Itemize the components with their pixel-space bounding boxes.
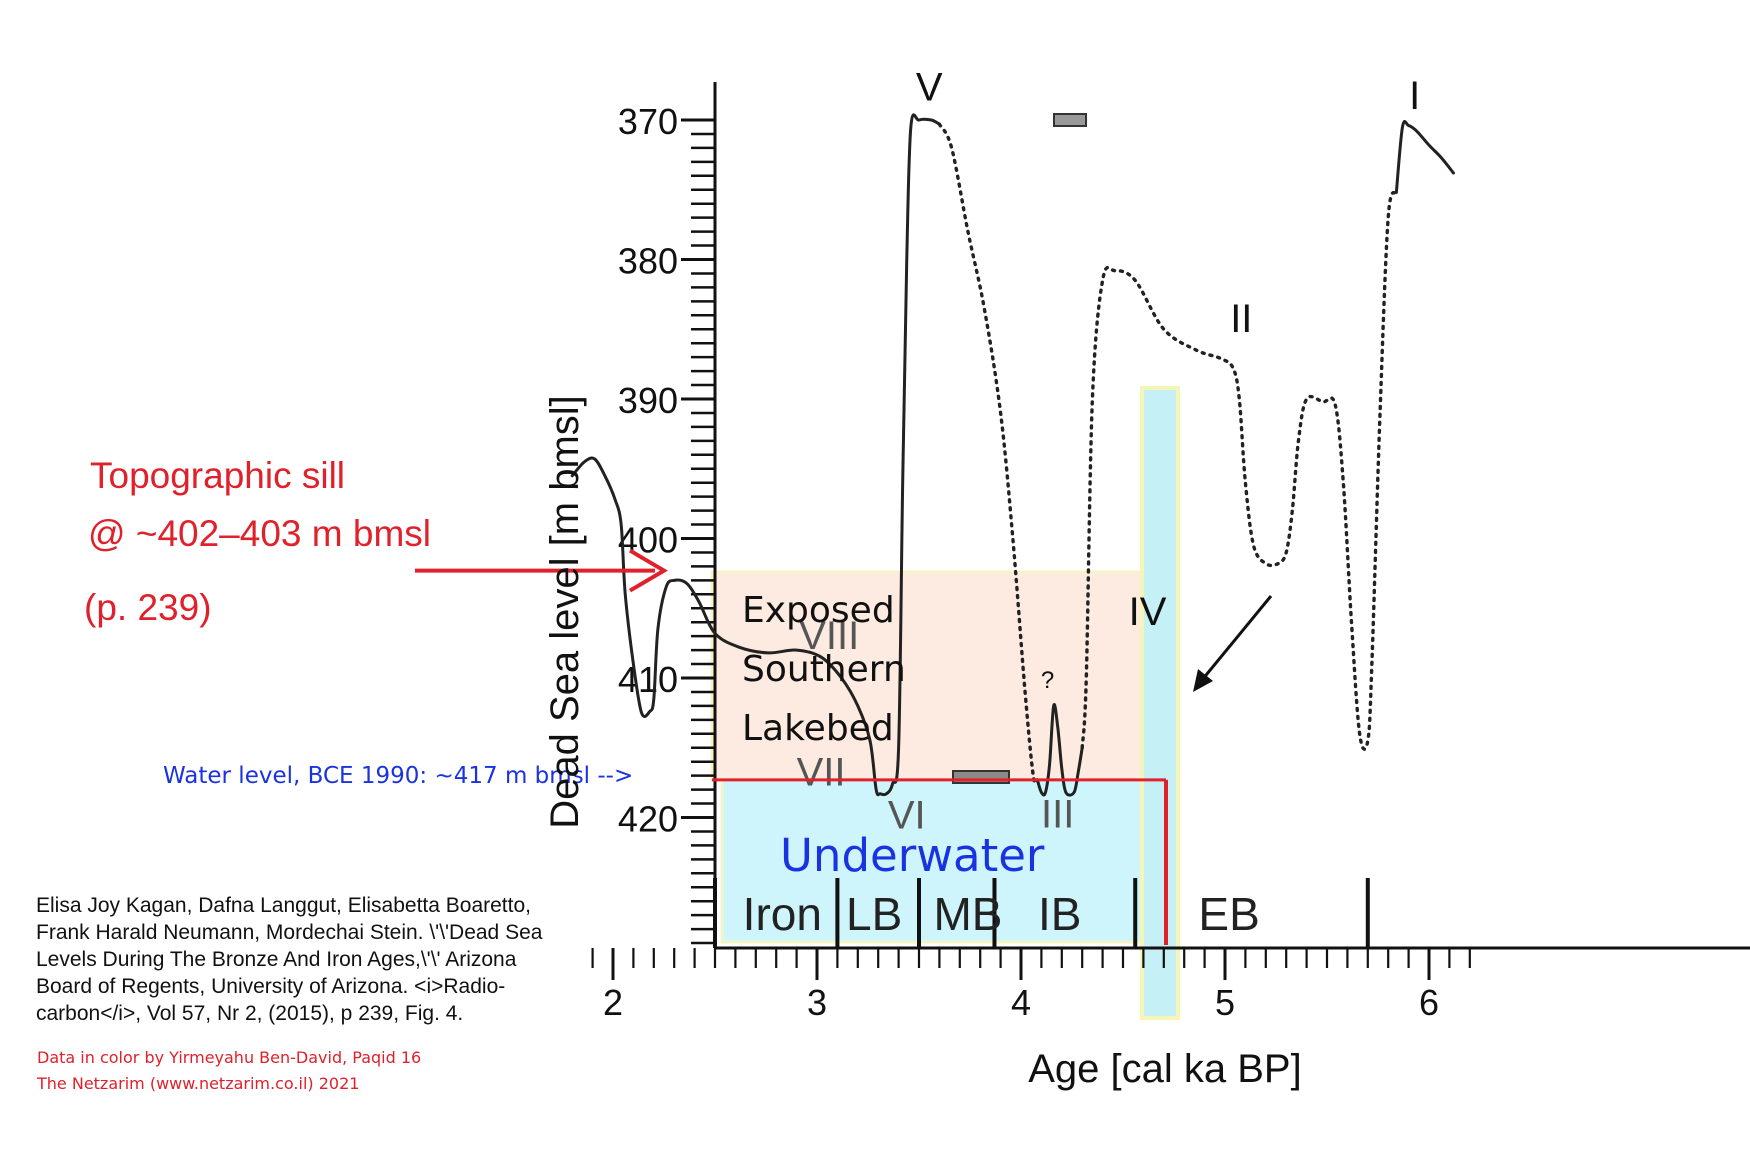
y-tick-label: 420 (618, 799, 678, 840)
curve-label-roman: V (916, 66, 943, 110)
citation: Elisa Joy Kagan, Dafna Langgut, Elisabet… (36, 894, 543, 1025)
curve-label-roman: VIII (799, 614, 859, 658)
citation-line-5: carbon</i>, Vol 57, Nr 2, (2015), p 239,… (36, 1002, 463, 1025)
level-curve-segment-4 (1080, 190, 1399, 751)
y-tick-label: 370 (618, 101, 678, 142)
y-tick-label: 380 (618, 241, 678, 282)
level-curve-segment-1 (570, 113, 941, 797)
period-label: EB (1198, 888, 1259, 940)
period-label: LB (846, 888, 902, 940)
curve-label-roman: IV (1129, 590, 1167, 634)
water-level-annotation: Water level, BCE 1990: ~417 m bmsl --> (163, 763, 633, 789)
y-tick-label: 400 (618, 520, 678, 561)
exposed-label-line-1: Exposed (742, 590, 895, 631)
citation-line-4: Board of Regents, University of Arizona.… (36, 975, 505, 998)
curve-label-roman: VI (888, 794, 926, 838)
y-axis-label: Dead Sea level [m bmsl] (543, 395, 587, 829)
credit: Data in color by Yirmeyahu Ben-David, Pa… (36, 1048, 421, 1093)
curve-label-roman: II (1230, 297, 1252, 341)
underwater-label: Underwater (780, 829, 1045, 882)
sill-arrow-head (628, 548, 668, 593)
period-label: IB (1038, 888, 1081, 940)
period-label: MB (933, 888, 1002, 940)
level-curve-segment-2 (937, 122, 1040, 785)
sill-annotation-value: @ ~402–403 m bmsl (88, 513, 431, 554)
citation-line-3: Levels During The Bronze And Iron Ages,\… (36, 948, 517, 971)
exposed-label-line-3: Lakebed (742, 708, 894, 749)
iv-arrow-head (1193, 669, 1213, 692)
underwater-zone (720, 778, 1152, 944)
x-tick-label: 6 (1419, 982, 1439, 1023)
level-curve-segment-3 (1035, 703, 1084, 797)
exposed-label-line-2: Southern (742, 649, 906, 690)
x-tick-label: 4 (1011, 982, 1031, 1023)
background-zones (710, 386, 1180, 1020)
sill-annotation-page: (p. 239) (84, 587, 212, 628)
curve-label-roman: III (1041, 792, 1074, 836)
curve-label-roman: I (1409, 74, 1420, 118)
sill-annotation-title: Topographic sill (90, 455, 345, 496)
x-tick-label: 5 (1215, 982, 1235, 1023)
chart-axes: 370 380 390 400 410 420 2 3 4 5 6 Iron LB MB IB EB (591, 82, 1750, 1023)
x-tick-label: 2 (603, 982, 623, 1023)
y-tick-label: 410 (618, 659, 678, 700)
marker-v (1053, 113, 1087, 127)
lake-level-curve (570, 113, 1455, 797)
highlight-4ka-band (1140, 386, 1180, 1020)
citation-line-1: Elisa Joy Kagan, Dafna Langgut, Elisabet… (36, 894, 531, 917)
y-tick-label: 390 (618, 380, 678, 421)
x-tick-label: 3 (807, 982, 827, 1023)
credit-line-2: The Netzarim (www.netzarim.co.il) 2021 (36, 1074, 359, 1093)
x-axis-label: Age [cal ka BP] (1028, 1047, 1301, 1091)
curve-label-roman: ? (1041, 667, 1054, 694)
level-curve-segment-5 (1394, 119, 1455, 195)
period-label: Iron (743, 888, 822, 940)
exposed-lakebed-zone (710, 570, 1152, 782)
credit-line-1: Data in color by Yirmeyahu Ben-David, Pa… (37, 1048, 421, 1067)
curve-label-roman: VII (797, 750, 846, 794)
iv-arrow-line (1200, 595, 1273, 681)
citation-line-2: Frank Harald Neumann, Mordechai Stein. \… (36, 921, 543, 944)
